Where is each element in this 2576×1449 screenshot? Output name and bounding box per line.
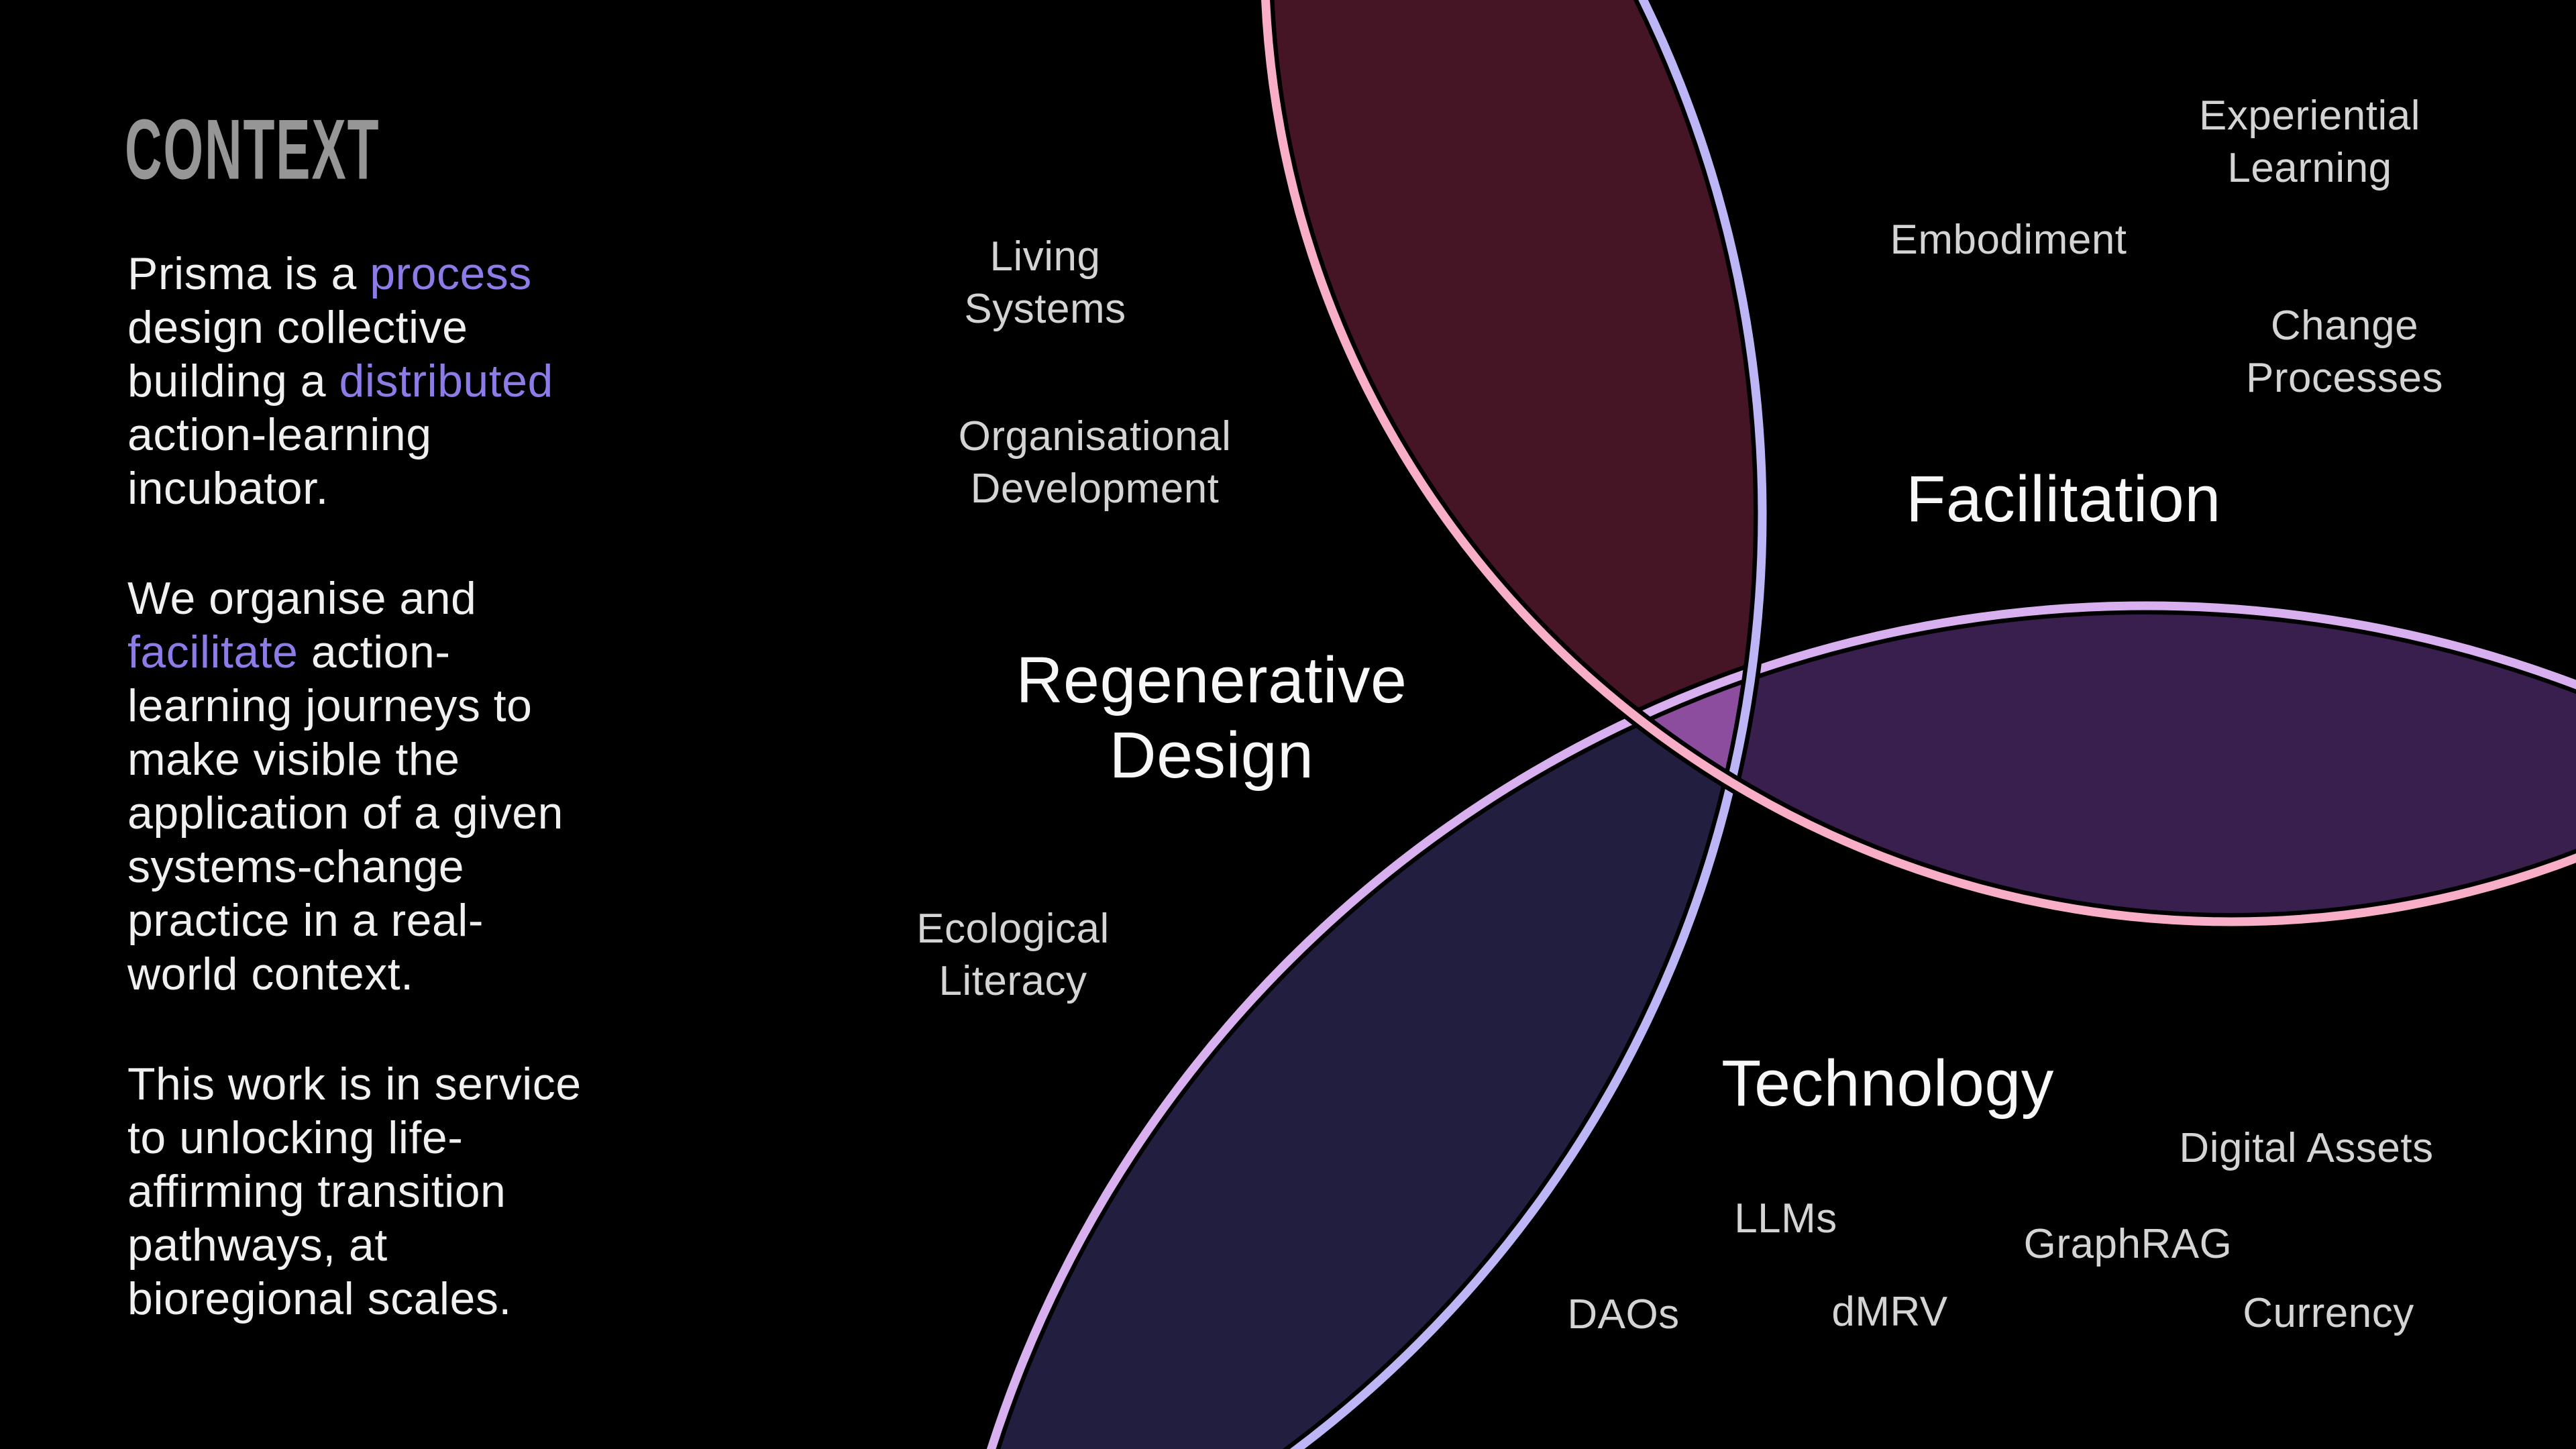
label-technology: Technology — [1721, 1046, 2054, 1120]
petal-regenerative-technology — [991, 672, 1752, 1449]
context-body: Prisma is a process design collective bu… — [127, 247, 771, 1382]
page-title: CONTEXT — [125, 102, 380, 197]
label-currency: Currency — [2243, 1290, 2414, 1336]
circle-regenerative — [1289, 0, 1766, 1449]
label-facilitation: Facilitation — [1906, 462, 2221, 535]
accent-text: facilitate — [127, 627, 299, 678]
body-text: This work is in service to unlocking lif… — [127, 1059, 582, 1324]
petal-facilitation-technology — [1638, 606, 2576, 922]
context-paragraph: We organise and facilitate action- learn… — [127, 572, 771, 1001]
label-change-processes: Change Processes — [2246, 303, 2443, 401]
label-daos: DAOs — [1567, 1291, 1680, 1338]
context-paragraph: This work is in service to unlocking lif… — [127, 1057, 771, 1326]
label-experiential-learning: Experiential Learning — [2199, 93, 2420, 191]
label-graphrag: GraphRAG — [2023, 1221, 2233, 1267]
label-organisational-development: Organisational Development — [958, 413, 1232, 512]
body-text: Prisma is a — [127, 248, 370, 299]
body-text: action-learning incubator. — [127, 409, 432, 514]
accent-text: distributed — [339, 356, 553, 407]
label-regenerative-design: Regenerative Design — [1016, 643, 1407, 792]
body-text: We organise and — [127, 573, 477, 624]
label-digital-assets: Digital Assets — [2179, 1125, 2434, 1171]
label-llms: LLMs — [1734, 1195, 1837, 1242]
body-text: design collective building a — [127, 302, 468, 407]
label-living-systems: Living Systems — [964, 233, 1126, 332]
circle-technology — [987, 602, 2576, 1449]
accent-text: process — [370, 248, 532, 299]
context-paragraph: Prisma is a process design collective bu… — [127, 247, 771, 515]
circle-facilitation — [1261, 0, 2576, 926]
label-embodiment: Embodiment — [1890, 217, 2127, 263]
petal-facilitation-regenerative — [1265, 0, 1763, 782]
label-dmrv: dMRV — [1831, 1289, 1948, 1335]
label-ecological-literacy: Ecological Literacy — [916, 906, 1110, 1004]
center-overlap — [1638, 672, 1752, 782]
body-text: action- learning journeys to make visibl… — [127, 627, 564, 1000]
